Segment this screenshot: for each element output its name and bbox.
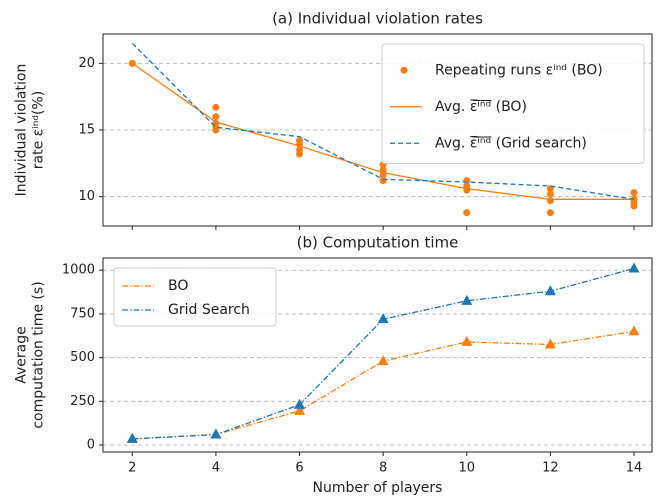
y-tick-label: 20 bbox=[78, 56, 95, 71]
point-marker bbox=[461, 294, 473, 305]
x-tick-label: 4 bbox=[212, 461, 220, 476]
y-tick-label: 10 bbox=[78, 189, 95, 204]
y-axis-label: computation time (s) bbox=[31, 281, 47, 428]
y-tick-label: 500 bbox=[70, 350, 95, 365]
point-marker bbox=[126, 432, 138, 443]
scatter-point bbox=[630, 189, 638, 197]
point-marker bbox=[544, 338, 556, 349]
x-tick-label: 8 bbox=[379, 461, 387, 476]
y-axis-label: Average bbox=[14, 326, 30, 384]
point-marker bbox=[461, 335, 473, 346]
scatter-point bbox=[212, 126, 220, 134]
y-tick-label: 750 bbox=[70, 306, 95, 321]
scatter-point bbox=[463, 209, 471, 217]
series-line bbox=[131, 42, 635, 200]
point-marker bbox=[628, 325, 640, 336]
legend-box bbox=[113, 267, 277, 327]
legend-marker bbox=[400, 66, 408, 74]
point-marker bbox=[544, 285, 556, 296]
scatter-point bbox=[546, 197, 554, 205]
legend-label: Avg. ε̅ⁱ̅ⁿ̅ᵈ̅ (BO) bbox=[435, 99, 527, 115]
x-tick-label: 12 bbox=[542, 461, 559, 476]
point-marker bbox=[294, 404, 306, 415]
x-tick-label: 2 bbox=[128, 461, 136, 476]
point-marker bbox=[294, 398, 306, 409]
y-tick-label: 250 bbox=[70, 394, 95, 409]
y-tick-label: 0 bbox=[87, 438, 95, 453]
series-line bbox=[131, 62, 635, 200]
legend-box bbox=[381, 43, 645, 164]
panel-title: (a) Individual violation rates bbox=[272, 10, 483, 28]
point-marker bbox=[377, 355, 389, 366]
y-tick-label: 1000 bbox=[62, 263, 95, 278]
legend-label: Repeating runs εⁱⁿᵈ (BO) bbox=[435, 62, 603, 78]
point-marker bbox=[210, 428, 222, 439]
y-tick-label: 15 bbox=[78, 123, 95, 138]
point-marker bbox=[628, 262, 640, 273]
y-axis-label: rate εⁱⁿᵈ(%) bbox=[31, 91, 47, 169]
point-marker bbox=[377, 313, 389, 324]
scatter-point bbox=[546, 209, 554, 217]
series-line bbox=[132, 330, 635, 440]
legend-label: Avg. ε̅ⁱ̅ⁿ̅ᵈ̅ (Grid search) bbox=[435, 135, 587, 151]
x-tick-label: 6 bbox=[295, 461, 303, 476]
x-tick-label: 14 bbox=[626, 461, 643, 476]
legend-label: BO bbox=[168, 278, 188, 294]
scatter-point bbox=[379, 177, 387, 185]
x-tick-label: 10 bbox=[458, 461, 475, 476]
scatter-point bbox=[212, 103, 220, 111]
axes-frame bbox=[102, 33, 653, 227]
scatter-point bbox=[630, 202, 638, 210]
x-axis-label: Number of players bbox=[313, 480, 443, 496]
scatter-point bbox=[212, 113, 220, 121]
legend-label: Grid Search bbox=[168, 302, 250, 318]
panel-title: (b) Computation time bbox=[297, 234, 459, 252]
scatter-point bbox=[546, 190, 554, 198]
axes-frame bbox=[102, 257, 653, 453]
y-axis-label: Individual violation bbox=[14, 64, 30, 197]
scatter-point bbox=[296, 150, 304, 158]
